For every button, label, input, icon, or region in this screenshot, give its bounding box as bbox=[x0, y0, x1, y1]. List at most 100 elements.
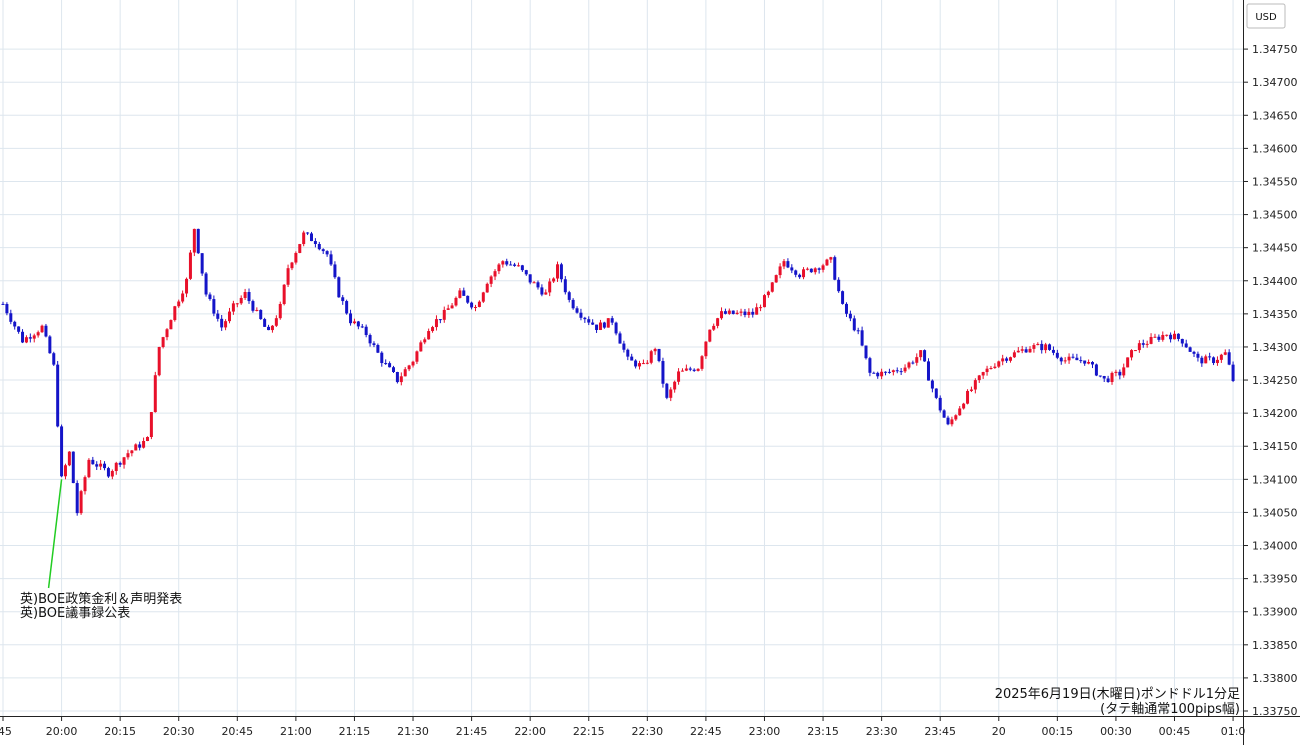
candle-up bbox=[298, 244, 302, 253]
candle-down bbox=[208, 294, 212, 300]
candle-down bbox=[306, 232, 310, 234]
candle-up bbox=[493, 271, 497, 277]
candle-down bbox=[466, 295, 470, 303]
time-tick-label: 00:45 bbox=[1159, 725, 1191, 738]
candle-up bbox=[399, 376, 403, 383]
candle-up bbox=[1087, 362, 1091, 364]
grid-lines bbox=[0, 0, 1243, 716]
candle-down bbox=[860, 330, 864, 346]
candle-down bbox=[438, 319, 442, 321]
time-tick-label: 23:30 bbox=[866, 725, 898, 738]
candle-down bbox=[938, 397, 942, 411]
candle-up bbox=[969, 389, 973, 391]
candle-up bbox=[1110, 372, 1114, 382]
candle-down bbox=[505, 261, 509, 265]
candle-down bbox=[1075, 357, 1079, 361]
candle-up bbox=[677, 371, 681, 382]
candle-up bbox=[485, 283, 489, 293]
candle-up bbox=[696, 368, 700, 371]
time-axis: :45 20:00 20:15 20:30 20:45 21:00 21:15 21:30 21… bbox=[0, 716, 1245, 738]
candle-up bbox=[981, 372, 985, 376]
candle-up bbox=[950, 419, 954, 425]
candle-up bbox=[805, 268, 809, 270]
time-tick-label: 21:15 bbox=[339, 725, 371, 738]
candle-down bbox=[622, 343, 626, 350]
candle-down bbox=[1055, 352, 1059, 358]
candle-down bbox=[52, 353, 56, 365]
candle-down bbox=[618, 333, 622, 344]
candle-up bbox=[411, 361, 415, 366]
candle-up bbox=[24, 337, 28, 343]
candle-down bbox=[579, 312, 583, 318]
candle-down bbox=[1106, 378, 1110, 382]
candle-down bbox=[887, 371, 891, 373]
candle-up bbox=[1032, 345, 1036, 349]
candle-up bbox=[903, 367, 907, 372]
candle-up bbox=[290, 262, 294, 269]
candle-up bbox=[673, 381, 677, 390]
price-tick-label: 1.33900 bbox=[1252, 606, 1298, 619]
candle-down bbox=[1048, 344, 1052, 350]
candle-down bbox=[513, 264, 517, 266]
time-tick-label: 21:45 bbox=[456, 725, 488, 738]
candle-down bbox=[204, 273, 208, 295]
candle-up bbox=[1067, 356, 1071, 361]
candle-down bbox=[212, 299, 216, 314]
candle-up bbox=[454, 297, 458, 306]
candle-down bbox=[571, 299, 575, 309]
candle-down bbox=[731, 310, 735, 314]
candle-down bbox=[688, 368, 692, 370]
candle-down bbox=[895, 370, 899, 372]
candle-up bbox=[352, 321, 356, 324]
candle-down bbox=[751, 311, 755, 315]
candle-up bbox=[431, 327, 435, 332]
candle-up bbox=[704, 341, 708, 357]
candle-up bbox=[427, 331, 431, 340]
candle-down bbox=[833, 257, 837, 280]
candle-down bbox=[657, 348, 661, 362]
candle-up bbox=[419, 342, 423, 352]
candle-down bbox=[634, 360, 638, 367]
candle-up bbox=[274, 318, 278, 326]
candle-down bbox=[837, 279, 841, 292]
candle-down bbox=[1118, 371, 1122, 376]
candle-up bbox=[739, 311, 743, 313]
price-tick-label: 1.34000 bbox=[1252, 540, 1298, 553]
price-tick-label: 1.34400 bbox=[1252, 275, 1298, 288]
candle-up bbox=[1001, 358, 1005, 362]
candle-up bbox=[153, 375, 157, 413]
candle-down bbox=[247, 292, 251, 302]
candle-up bbox=[880, 371, 884, 377]
price-tick-label: 1.34100 bbox=[1252, 473, 1298, 486]
candle-up bbox=[1215, 359, 1219, 364]
candle-up bbox=[149, 412, 153, 437]
candle-up bbox=[716, 318, 720, 326]
candle-down bbox=[28, 337, 32, 339]
candle-down bbox=[388, 363, 392, 368]
candle-down bbox=[1188, 347, 1192, 352]
candle-down bbox=[930, 380, 934, 389]
candle-up bbox=[32, 335, 36, 339]
candle-down bbox=[790, 267, 794, 271]
candle-up bbox=[173, 306, 177, 321]
candle-up bbox=[669, 389, 673, 398]
candle-up bbox=[302, 232, 306, 245]
candle-down bbox=[614, 322, 618, 334]
candle-up bbox=[497, 264, 501, 272]
candle-down bbox=[946, 417, 950, 425]
candle-up bbox=[966, 390, 970, 404]
time-tick-label: 22:00 bbox=[514, 725, 546, 738]
candle-up bbox=[829, 257, 833, 260]
candle-up bbox=[239, 297, 243, 304]
candle-up bbox=[188, 252, 192, 279]
candle-down bbox=[665, 383, 669, 398]
price-tick-label: 1.33750 bbox=[1252, 705, 1298, 718]
candle-down bbox=[591, 322, 595, 325]
candle-down bbox=[798, 274, 802, 278]
candle-up bbox=[720, 311, 724, 319]
event-annotation-text: 英)BOE議事録公表 bbox=[20, 606, 130, 621]
candle-up bbox=[735, 312, 739, 314]
candle-up bbox=[286, 268, 290, 285]
candle-up bbox=[1012, 352, 1016, 358]
candle-up bbox=[177, 301, 181, 307]
